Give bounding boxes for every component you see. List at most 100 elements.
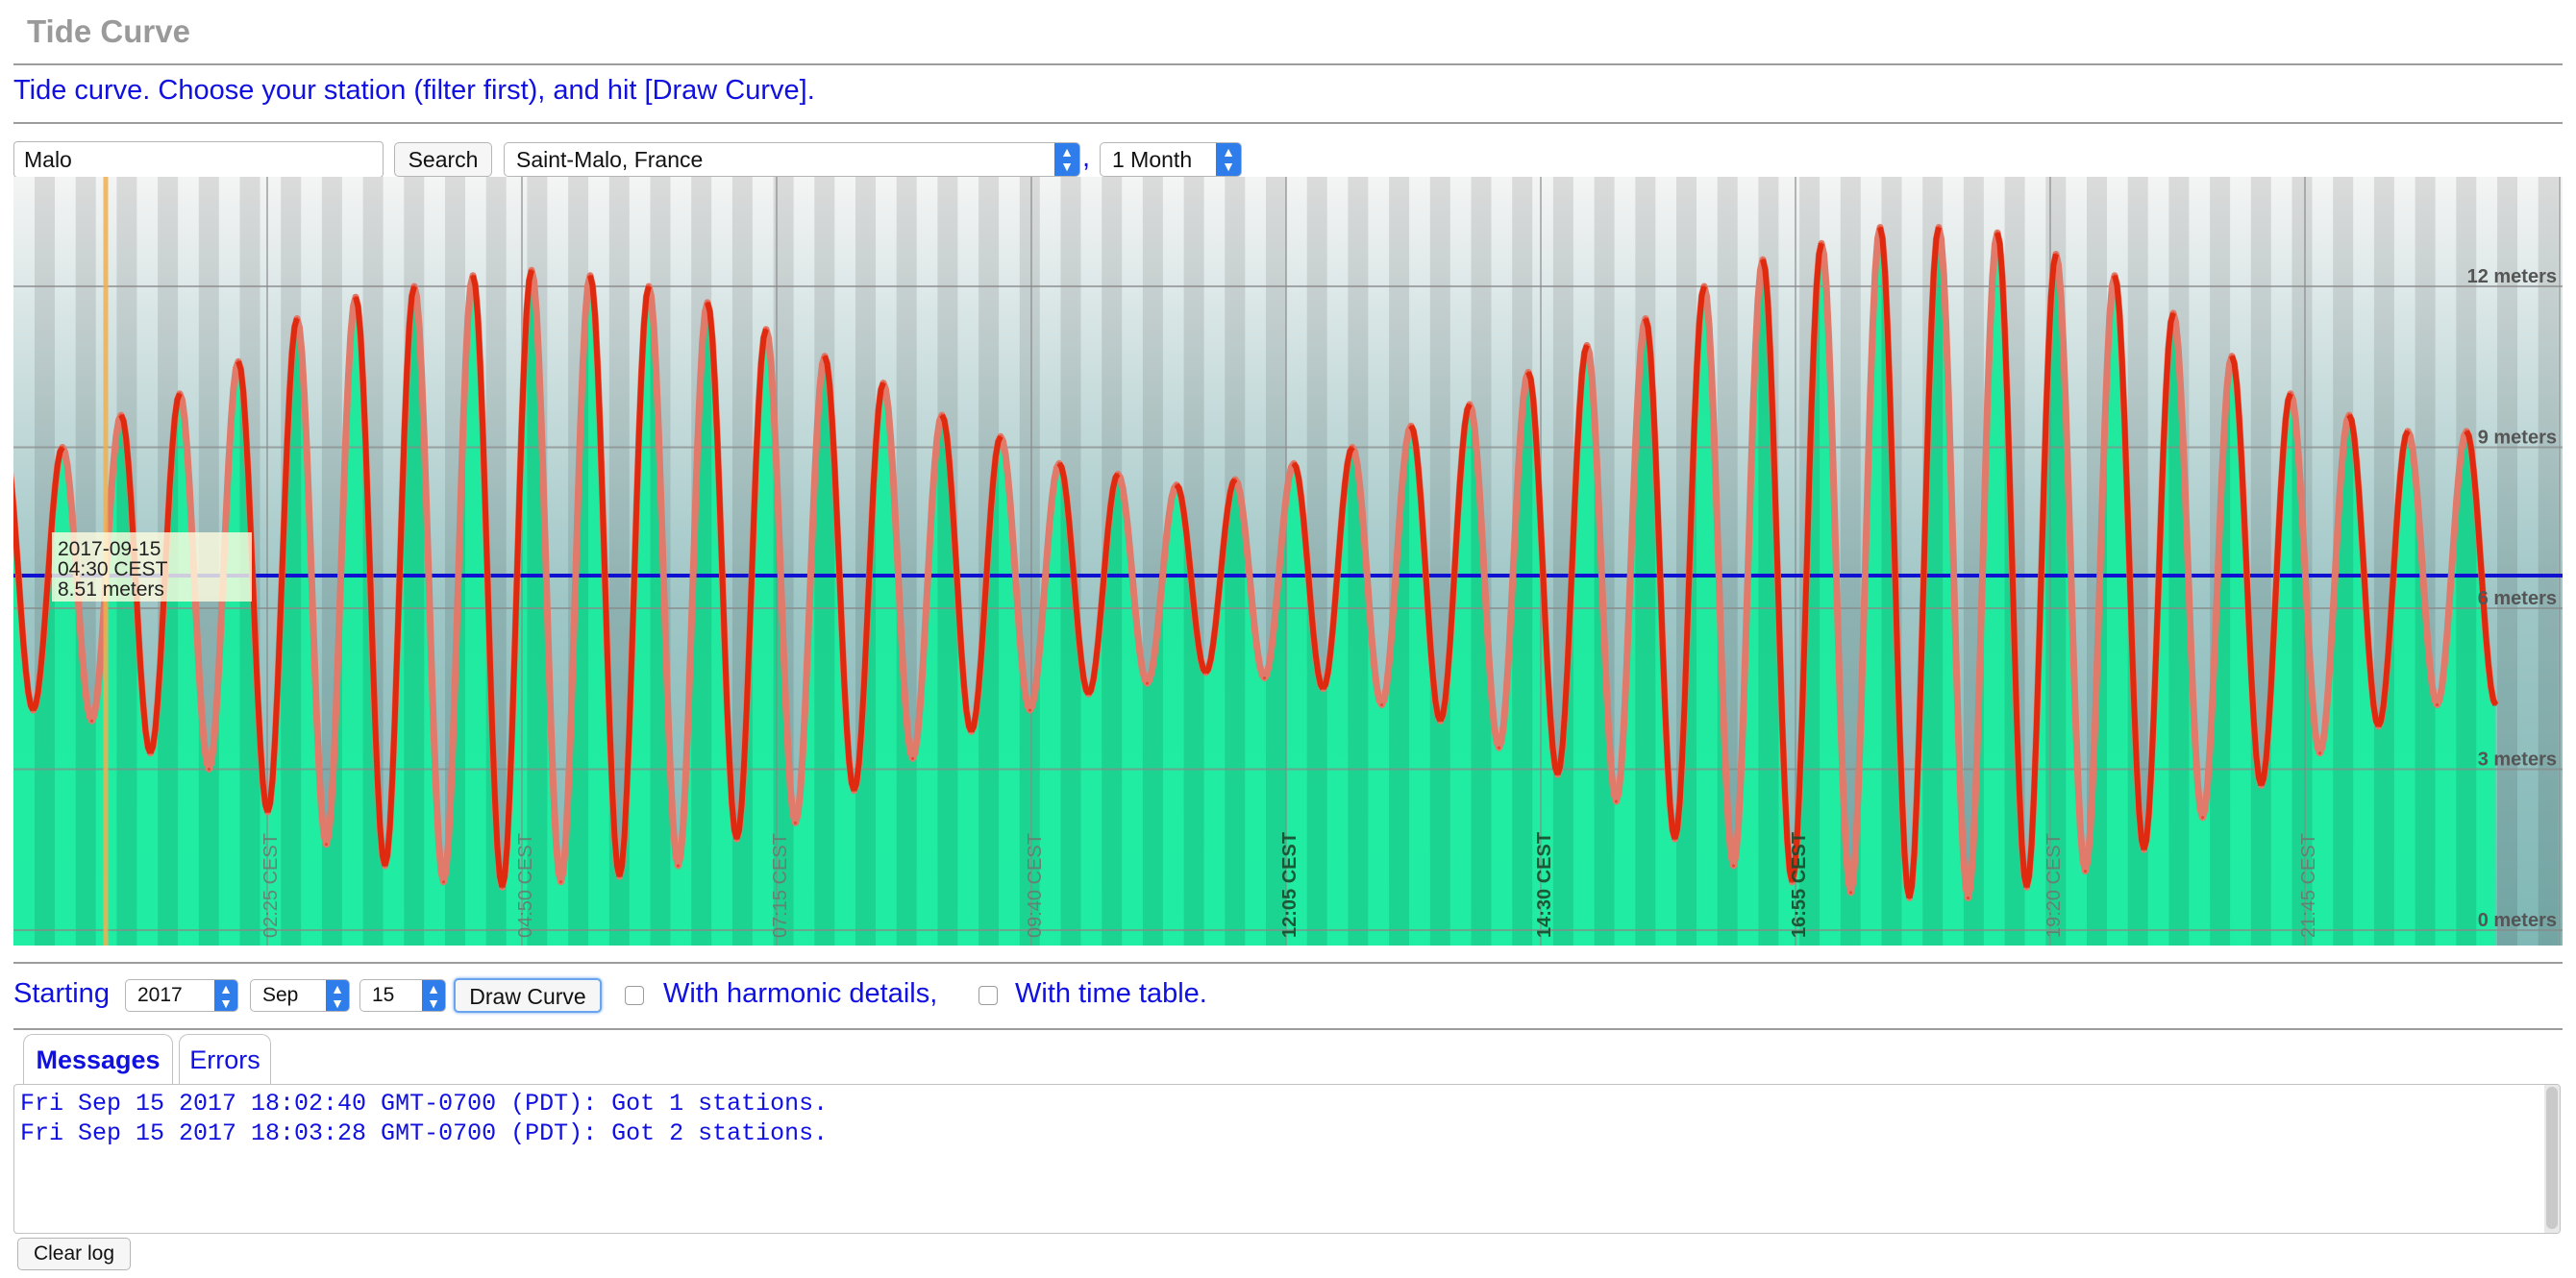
data-point [2171,311,2175,315]
data-point [1468,403,1472,406]
harmonic-details-checkbox[interactable] [625,986,644,1005]
data-point [1526,370,1530,374]
data-point [2465,430,2468,433]
night-band [2456,177,2477,946]
data-point [559,880,562,884]
station-filter-input[interactable]: Malo [13,141,384,178]
data-point [911,756,914,760]
data-point [881,381,885,384]
time-table-checkbox[interactable] [978,986,998,1005]
tab-messages[interactable]: Messages [23,1034,173,1086]
data-point [588,274,592,278]
y-axis-label: 9 meters [2478,428,2557,449]
data-point [1498,746,1500,750]
data-point [149,751,152,755]
data-point [764,328,768,332]
night-band [608,177,630,946]
data-point [970,729,973,733]
data-point [501,885,504,889]
data-point [1995,231,1999,234]
data-point [647,284,651,288]
data-point [1116,472,1120,476]
time-label: 04:50 CEST [515,833,536,938]
data-point [1028,708,1031,712]
night-band [1142,177,1163,946]
data-point [1967,897,1969,899]
time-table-label: With time table. [1015,978,1207,1009]
data-point [999,434,1003,438]
night-band [281,177,302,946]
year-select-value: 2017 [137,984,183,1006]
log-scrollbar-thumb[interactable] [2546,1087,2558,1229]
data-point [32,708,35,712]
draw-curve-button[interactable]: Draw Curve [454,978,602,1013]
data-point [295,317,299,320]
data-point [412,284,416,288]
data-point [2436,703,2439,706]
night-band [1266,177,1286,946]
data-point [2113,274,2117,278]
data-point [530,268,533,272]
data-point [2143,848,2145,851]
page-title: Tide Curve [27,13,190,49]
night-band [2168,177,2190,946]
time-label: 07:15 CEST [770,833,791,938]
data-point [1087,692,1090,696]
data-point [1439,719,1442,723]
duration-select[interactable]: 1 Month ▲ ▼ [1100,142,1242,177]
data-point [1233,478,1237,481]
data-point [618,874,621,878]
data-point [1820,241,1823,245]
data-point [325,843,328,847]
clear-log-button[interactable]: Clear log [17,1238,131,1270]
data-point [1791,880,1794,884]
data-point [1263,676,1266,680]
night-band [1225,177,1246,946]
day-select[interactable]: 15 ▲ ▼ [359,979,446,1012]
night-band [2538,177,2559,946]
station-select[interactable]: Saint-Malo, France ▲ ▼ [504,142,1080,177]
y-axis-label: 0 meters [2478,910,2557,931]
data-point [2260,783,2263,787]
data-point [823,355,827,358]
data-point [61,446,64,449]
data-point [1585,343,1589,347]
night-band [1019,177,1040,946]
month-select[interactable]: Sep ▲ ▼ [250,979,350,1012]
chevron-up-down-icon: ▲ ▼ [326,980,349,1011]
night-band [1102,177,1123,946]
data-point [1644,317,1647,320]
log-scrollbar[interactable] [2544,1085,2560,1233]
night-band [1348,177,1369,946]
data-point [677,864,680,868]
month-select-value: Sep [262,984,299,1006]
time-label: 19:20 CEST [2043,833,2065,938]
tab-errors[interactable]: Errors [179,1034,271,1086]
night-band [1840,177,1861,946]
data-point [119,413,123,417]
night-band [2250,177,2271,946]
data-point [1615,799,1618,803]
y-axis-label: 3 meters [2478,750,2557,771]
data-point [1761,258,1765,261]
night-band [1306,177,1327,946]
data-point [2084,870,2087,873]
data-point [1702,284,1706,288]
data-point [2377,725,2380,728]
night-band [814,177,835,946]
year-select[interactable]: 2017 ▲ ▼ [125,979,238,1012]
data-point [1732,864,1735,868]
tide-chart[interactable]: 12 meters 9 meters 6 meters 3 meters 0 meter… [13,177,2563,946]
data-point [2289,392,2292,396]
separator-comma: , [1082,142,1091,173]
message-log[interactable]: Fri Sep 15 2017 18:02:40 GMT-0700 (PDT):… [13,1084,2561,1234]
data-point [1146,681,1149,685]
data-point [2318,751,2321,755]
divider [13,962,2563,964]
data-point [940,413,944,417]
data-point [2347,413,2351,417]
data-point [853,789,855,793]
data-point [90,719,93,723]
search-button[interactable]: Search [394,142,492,177]
data-point [208,768,211,771]
